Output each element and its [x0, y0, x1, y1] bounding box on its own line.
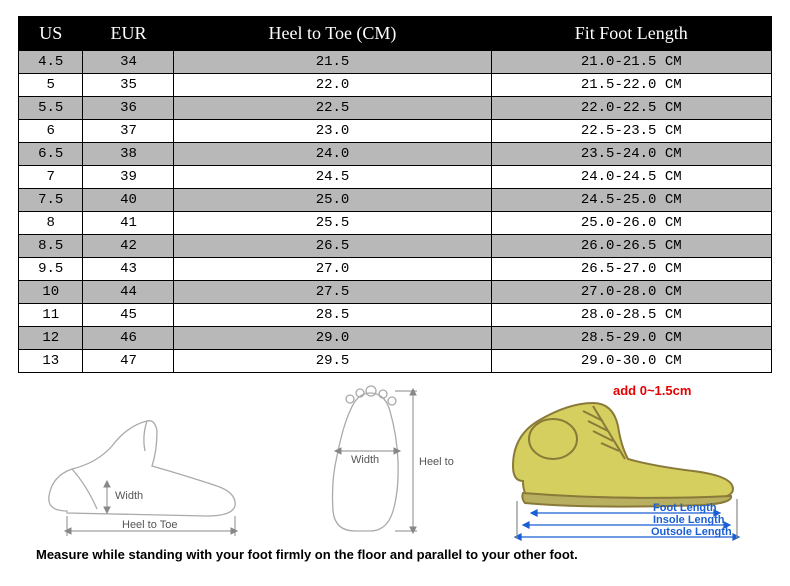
table-cell: 37 — [83, 120, 174, 143]
table-cell: 5.5 — [19, 97, 83, 120]
table-cell: 26.0-26.5 CM — [491, 235, 771, 258]
table-cell: 10 — [19, 281, 83, 304]
table-cell: 25.0-26.0 CM — [491, 212, 771, 235]
table-row: 73924.524.0-24.5 CM — [19, 166, 772, 189]
col-fit: Fit Foot Length — [491, 17, 771, 51]
table-cell: 7 — [19, 166, 83, 189]
table-row: 6.53824.023.5-24.0 CM — [19, 143, 772, 166]
table-cell: 24.0 — [174, 143, 491, 166]
table-cell: 46 — [83, 327, 174, 350]
table-cell: 47 — [83, 350, 174, 373]
table-row: 104427.527.0-28.0 CM — [19, 281, 772, 304]
table-cell: 22.0-22.5 CM — [491, 97, 771, 120]
table-cell: 23.5-24.0 CM — [491, 143, 771, 166]
table-cell: 21.0-21.5 CM — [491, 51, 771, 74]
table-cell: 22.0 — [174, 74, 491, 97]
table-cell: 26.5-27.0 CM — [491, 258, 771, 281]
table-cell: 28.0-28.5 CM — [491, 304, 771, 327]
table-header-row: US EUR Heel to Toe (CM) Fit Foot Length — [19, 17, 772, 51]
table-cell: 8.5 — [19, 235, 83, 258]
table-cell: 22.5 — [174, 97, 491, 120]
table-cell: 24.5 — [174, 166, 491, 189]
table-cell: 36 — [83, 97, 174, 120]
foot-top-width-label: Width — [351, 454, 379, 466]
table-cell: 42 — [83, 235, 174, 258]
table-cell: 39 — [83, 166, 174, 189]
table-row: 63723.022.5-23.5 CM — [19, 120, 772, 143]
shoe-insole-length-label: Insole Length — [653, 514, 725, 526]
table-cell: 27.0 — [174, 258, 491, 281]
table-cell: 28.5 — [174, 304, 491, 327]
table-cell: 38 — [83, 143, 174, 166]
table-cell: 44 — [83, 281, 174, 304]
foot-top-diagram: Width Heel to Toe — [295, 381, 455, 541]
table-cell: 12 — [19, 327, 83, 350]
table-cell: 21.5 — [174, 51, 491, 74]
table-cell: 11 — [19, 304, 83, 327]
table-cell: 29.0 — [174, 327, 491, 350]
table-row: 124629.028.5-29.0 CM — [19, 327, 772, 350]
instruction-text: Measure while standing with your foot fi… — [36, 547, 772, 562]
table-cell: 21.5-22.0 CM — [491, 74, 771, 97]
table-cell: 9.5 — [19, 258, 83, 281]
table-cell: 7.5 — [19, 189, 83, 212]
table-cell: 6 — [19, 120, 83, 143]
table-cell: 23.0 — [174, 120, 491, 143]
table-row: 114528.528.0-28.5 CM — [19, 304, 772, 327]
table-cell: 26.5 — [174, 235, 491, 258]
table-cell: 45 — [83, 304, 174, 327]
table-cell: 24.0-24.5 CM — [491, 166, 771, 189]
table-cell: 29.5 — [174, 350, 491, 373]
table-cell: 29.0-30.0 CM — [491, 350, 771, 373]
diagram-row: Width Heel to Toe — [18, 381, 772, 541]
table-cell: 25.0 — [174, 189, 491, 212]
table-cell: 35 — [83, 74, 174, 97]
table-row: 53522.021.5-22.0 CM — [19, 74, 772, 97]
table-cell: 24.5-25.0 CM — [491, 189, 771, 212]
table-row: 84125.525.0-26.0 CM — [19, 212, 772, 235]
table-row: 134729.529.0-30.0 CM — [19, 350, 772, 373]
table-row: 7.54025.024.5-25.0 CM — [19, 189, 772, 212]
table-cell: 22.5-23.5 CM — [491, 120, 771, 143]
foot-side-heeltoe-label: Heel to Toe — [122, 519, 177, 531]
size-table: US EUR Heel to Toe (CM) Fit Foot Length … — [18, 16, 772, 373]
table-row: 5.53622.522.0-22.5 CM — [19, 97, 772, 120]
col-us: US — [19, 17, 83, 51]
table-cell: 34 — [83, 51, 174, 74]
table-cell: 25.5 — [174, 212, 491, 235]
foot-side-width-label: Width — [115, 490, 143, 502]
table-cell: 5 — [19, 74, 83, 97]
table-cell: 27.0-28.0 CM — [491, 281, 771, 304]
shoe-add-label: add 0~1.5cm — [613, 383, 691, 398]
foot-top-heeltoe-label: Heel to Toe — [419, 456, 455, 468]
table-cell: 28.5-29.0 CM — [491, 327, 771, 350]
shoe-foot-length-label: Foot Length — [653, 502, 717, 514]
table-cell: 6.5 — [19, 143, 83, 166]
col-heel: Heel to Toe (CM) — [174, 17, 491, 51]
table-cell: 40 — [83, 189, 174, 212]
foot-side-diagram: Width Heel to Toe — [37, 391, 257, 541]
table-cell: 41 — [83, 212, 174, 235]
table-cell: 43 — [83, 258, 174, 281]
table-cell: 4.5 — [19, 51, 83, 74]
table-row: 8.54226.526.0-26.5 CM — [19, 235, 772, 258]
shoe-outsole-length-label: Outsole Length — [651, 526, 732, 538]
table-row: 4.53421.521.0-21.5 CM — [19, 51, 772, 74]
table-row: 9.54327.026.5-27.0 CM — [19, 258, 772, 281]
table-cell: 8 — [19, 212, 83, 235]
table-cell: 27.5 — [174, 281, 491, 304]
col-eur: EUR — [83, 17, 174, 51]
table-cell: 13 — [19, 350, 83, 373]
shoe-diagram: add 0~1.5cm Foot Length Insole Length Ou… — [493, 381, 753, 541]
